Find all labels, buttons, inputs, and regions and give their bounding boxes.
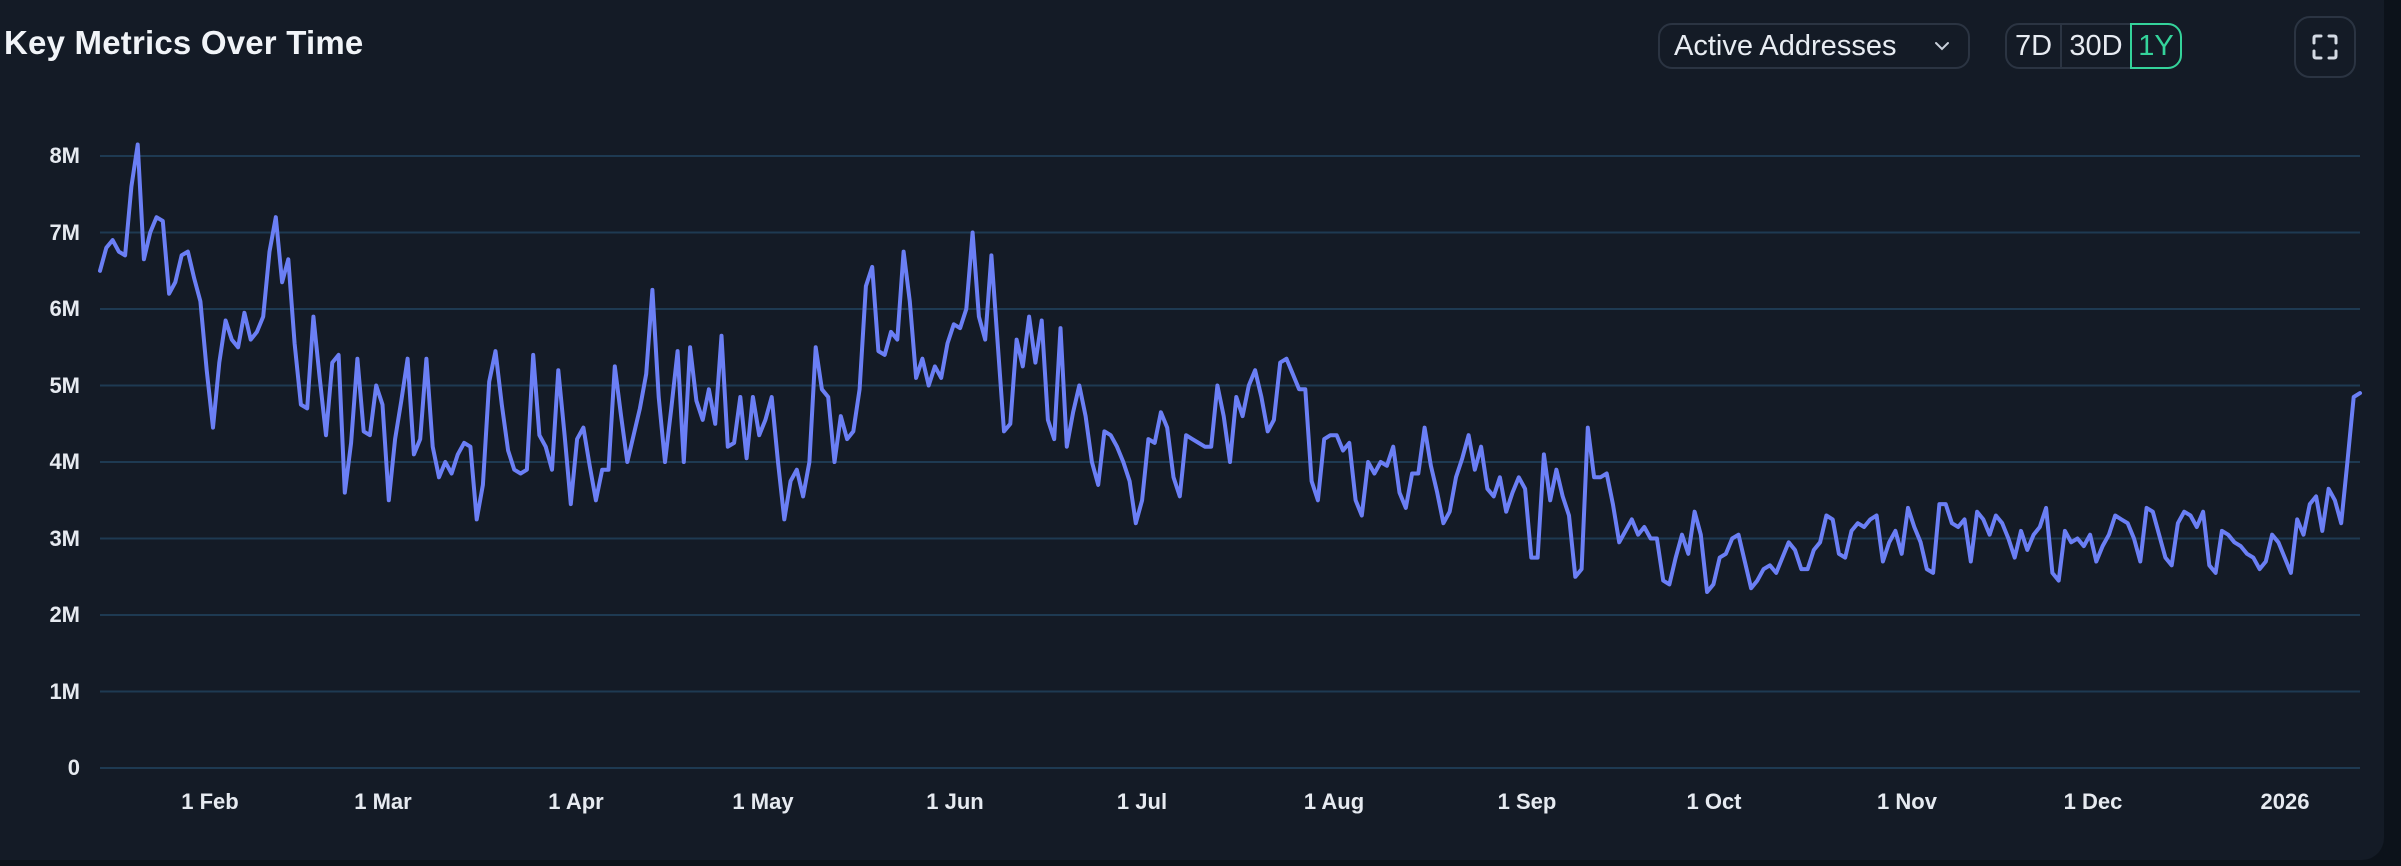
x-tick-label: 1 Jun	[926, 789, 984, 814]
active-addresses-line	[98, 142, 2362, 594]
range-30d-button[interactable]: 30D	[2069, 29, 2123, 62]
y-tick-label: 7M	[49, 219, 80, 245]
chevron-down-icon	[1935, 42, 1949, 51]
metric-select-value: Active Addresses	[1674, 29, 1897, 62]
y-tick-label: 6M	[49, 296, 80, 321]
metric-select[interactable]: Active Addresses	[1658, 23, 1970, 69]
x-tick-label: 1 Jul	[1116, 789, 1168, 814]
time-range-selector: 7D 30D 1Y	[2005, 23, 2182, 69]
y-tick-label: 5M	[49, 372, 80, 398]
y-tick-label: 3M	[49, 525, 80, 551]
y-tick-label: 2M	[49, 602, 80, 627]
x-tick-label: 1 Sep	[1497, 789, 1557, 814]
x-tick-label: 1 Nov	[1877, 789, 1937, 814]
range-1y-button[interactable]: 1Y	[2130, 23, 2182, 69]
chart-title: Key Metrics Over Time	[4, 24, 364, 61]
x-tick-label: 1 Feb	[181, 789, 239, 814]
y-tick-label: 4M	[49, 449, 80, 474]
range-7d-button[interactable]: 7D	[2007, 25, 2062, 67]
y-tick-label: 1M	[49, 678, 80, 704]
x-tick-label: 1 Oct	[1686, 789, 1742, 814]
y-tick-label: 8M	[49, 143, 80, 168]
fullscreen-icon	[2312, 34, 2338, 60]
x-tick-label: 1 Mar	[354, 789, 412, 814]
gridlines	[100, 155, 2360, 769]
fullscreen-button[interactable]	[2294, 16, 2356, 78]
x-tick-label: 2026	[2260, 789, 2310, 814]
x-tick-label: 1 Apr	[548, 789, 604, 814]
x-tick-label: 1 May	[732, 789, 794, 814]
y-tick-label: 0	[67, 755, 80, 780]
x-tick-label: 1 Aug	[1303, 789, 1365, 814]
x-tick-label: 1 Dec	[2063, 789, 2123, 814]
